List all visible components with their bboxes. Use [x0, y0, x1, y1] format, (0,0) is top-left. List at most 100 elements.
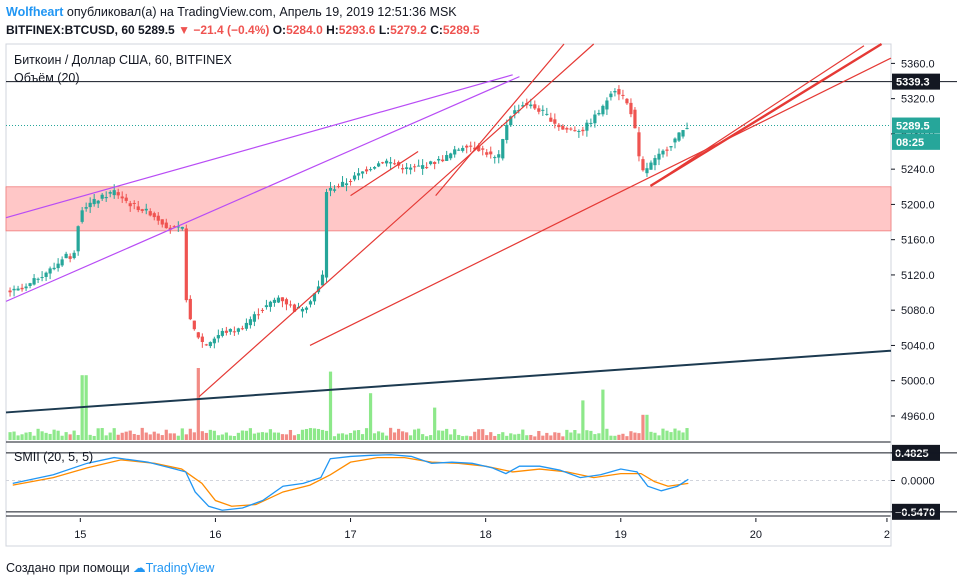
- candle-body: [529, 104, 533, 107]
- volume-bar: [272, 432, 277, 440]
- volume-bar: [148, 434, 152, 440]
- volume-bar: [517, 433, 521, 440]
- candle-body: [573, 130, 577, 132]
- volume-bar: [561, 436, 565, 440]
- volume-bar: [196, 368, 200, 440]
- high-label: H:: [326, 23, 339, 37]
- volume-bar: [280, 434, 285, 440]
- candle-body: [521, 105, 525, 107]
- candle-body: [80, 210, 84, 222]
- candle-body: [224, 330, 228, 333]
- volume-bar: [681, 432, 685, 440]
- trendline-9: [5, 349, 892, 414]
- volume-bar: [204, 432, 208, 440]
- volume-bar: [481, 429, 485, 440]
- volume-bar: [473, 431, 477, 440]
- candle-body: [52, 267, 56, 270]
- volume-bar: [248, 428, 252, 440]
- candle-body: [613, 91, 617, 93]
- candle-body: [212, 338, 216, 344]
- volume-bar: [597, 433, 601, 440]
- volume-bar: [393, 432, 397, 440]
- volume-bar: [192, 432, 196, 440]
- volume-bar: [340, 433, 345, 440]
- candle-body: [188, 298, 192, 320]
- chart-title: Биткоин / Доллар США, 60, BITFINEX: [14, 53, 232, 67]
- candle-body: [48, 268, 52, 274]
- candle-body: [308, 301, 313, 305]
- volume-bar: [64, 432, 68, 440]
- volume-bar: [56, 430, 60, 440]
- candle-body: [429, 161, 433, 165]
- volume-bar: [132, 433, 136, 440]
- candle-body: [533, 104, 537, 109]
- price-tick-label: 5080.0: [901, 305, 935, 317]
- candle-body: [8, 290, 12, 293]
- candle-body: [553, 119, 557, 124]
- candle-body: [100, 194, 104, 199]
- candle-body: [320, 274, 325, 286]
- candle-body: [617, 89, 621, 95]
- candle-body: [336, 186, 341, 188]
- candle-body: [324, 192, 329, 278]
- volume-bar: [216, 435, 220, 440]
- volume-bar: [36, 428, 40, 440]
- trendline-5: [198, 43, 595, 398]
- volume-bar: [152, 431, 156, 440]
- candle-body: [425, 167, 429, 169]
- author-name[interactable]: Wolfheart: [6, 5, 64, 19]
- candle-body: [569, 128, 573, 130]
- volume-bar: [577, 433, 581, 440]
- price-change: −21.4 (−0.4%): [193, 23, 270, 37]
- volume-bar: [88, 434, 92, 440]
- candle-body: [485, 152, 489, 155]
- candle-body: [601, 105, 605, 115]
- volume-bar: [200, 431, 204, 440]
- low-value: 5279.2: [390, 23, 427, 37]
- candle-body: [96, 200, 100, 204]
- candle-body: [36, 278, 40, 280]
- candle-body: [44, 272, 48, 277]
- volume-bar: [228, 435, 232, 440]
- volume-bar: [545, 432, 549, 440]
- volume-bar: [176, 435, 180, 440]
- candle-body: [232, 331, 236, 333]
- tradingview-logo-icon[interactable]: ☁: [133, 561, 146, 575]
- candle-body: [481, 148, 485, 150]
- volume-bar: [8, 432, 12, 440]
- price-badge-3: [892, 133, 940, 150]
- candle-body: [116, 192, 120, 196]
- volume-bar: [677, 430, 681, 440]
- volume-bar: [665, 430, 669, 440]
- candle-body: [168, 227, 172, 230]
- volume-bar: [461, 436, 465, 440]
- candle-body: [565, 128, 569, 130]
- candle-body: [288, 304, 293, 306]
- candle-body: [409, 167, 413, 170]
- volume-bar: [316, 428, 321, 440]
- volume-bar: [244, 430, 248, 440]
- candle-body: [72, 252, 76, 259]
- candle-body: [657, 153, 661, 160]
- x-tick-label: 20: [750, 529, 762, 541]
- volume-bar: [312, 428, 317, 440]
- volume-bar: [232, 435, 236, 440]
- volume-bar: [617, 434, 621, 440]
- x-tick-label: 17: [344, 529, 356, 541]
- volume-bar: [673, 428, 677, 440]
- footer-brand[interactable]: TradingView: [145, 561, 215, 575]
- volume-bar: [156, 433, 160, 440]
- volume-bar: [76, 435, 80, 440]
- volume-bar: [172, 433, 176, 440]
- candle-body: [605, 100, 609, 110]
- volume-bar: [360, 434, 365, 440]
- trendline-3: [350, 151, 419, 197]
- volume-bar: [388, 427, 393, 440]
- volume-bar: [320, 429, 325, 440]
- volume-bar: [328, 371, 333, 440]
- volume-bar: [164, 429, 168, 440]
- candle-body: [368, 169, 373, 171]
- volume-bar: [288, 429, 293, 440]
- volume-bar: [437, 430, 441, 440]
- candle-body: [621, 94, 625, 96]
